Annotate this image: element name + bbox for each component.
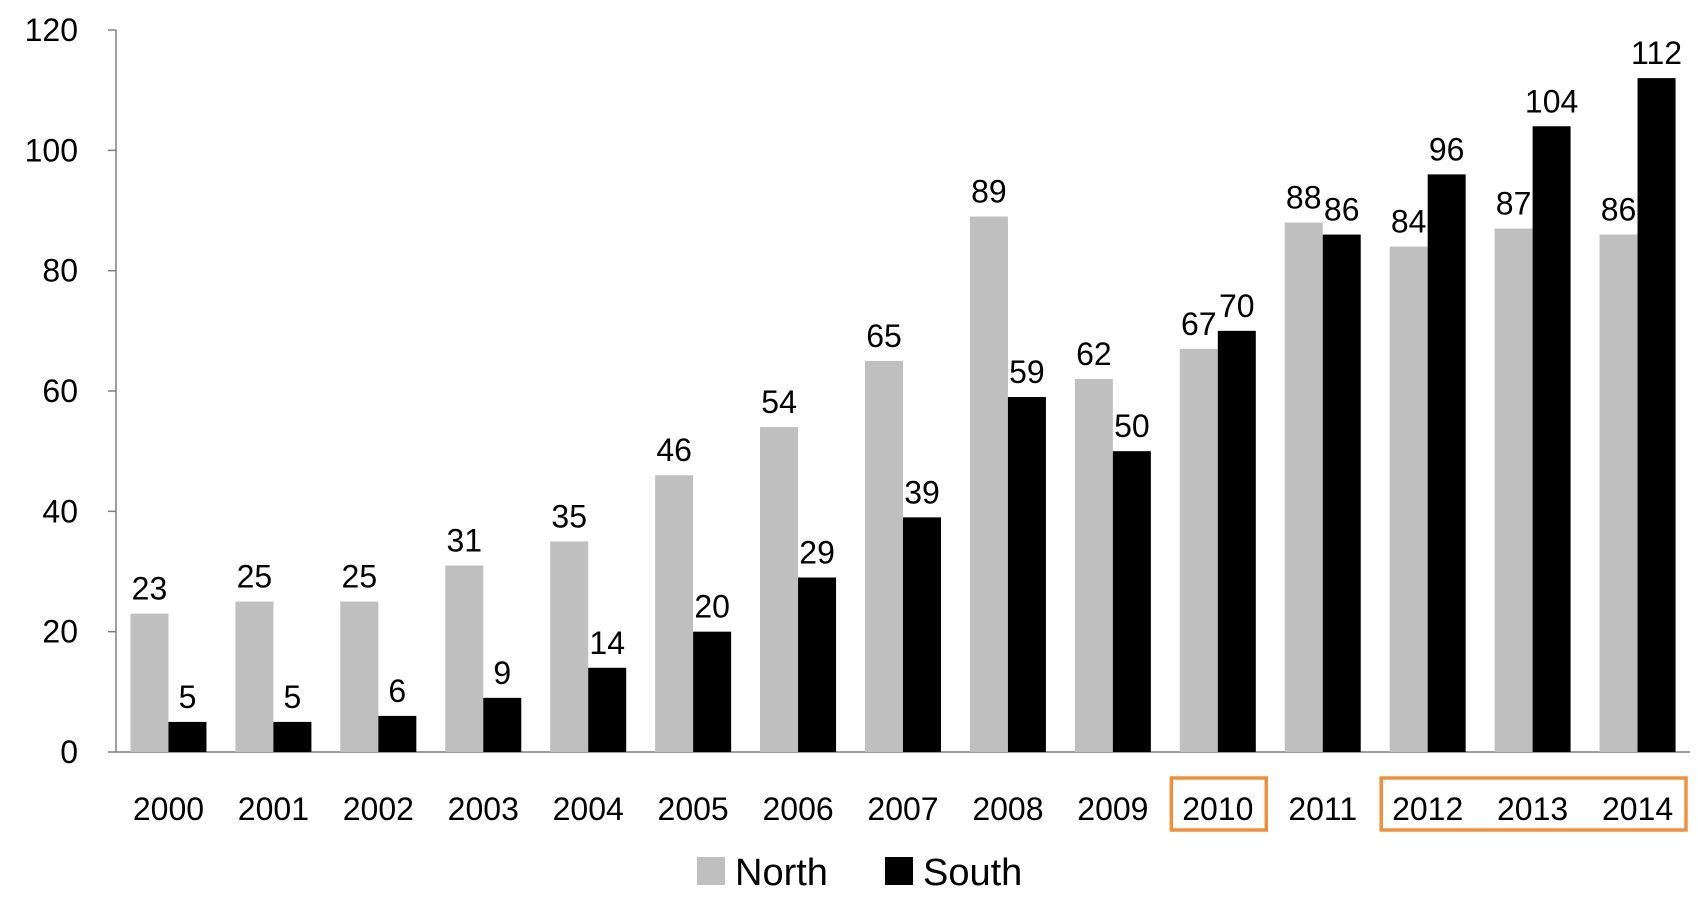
x-tick-label-2010: 2010 <box>1182 791 1253 827</box>
legend-label-north: North <box>735 852 828 894</box>
bar-north-2010 <box>1179 348 1218 752</box>
x-tick-label-2005: 2005 <box>658 791 729 827</box>
y-tick-label: 0 <box>60 734 78 770</box>
x-tick-label-2013: 2013 <box>1497 791 1568 827</box>
bar-north-2012 <box>1389 246 1428 752</box>
data-label-north-2010: 67 <box>1181 306 1217 342</box>
x-axis: 2000 2001 2002 2003 2004 2005 2006 2007 2008 2009… <box>116 751 1690 827</box>
data-label-south-2007: 39 <box>904 474 940 510</box>
data-label-south-2006: 29 <box>799 535 835 571</box>
bar-north-2009 <box>1074 378 1113 752</box>
bar-south-2010 <box>1217 330 1256 752</box>
bar-south-2005 <box>693 631 732 752</box>
bar-south-2002 <box>378 715 417 752</box>
y-tick-label: 60 <box>42 373 78 409</box>
bar-south-2013 <box>1532 126 1571 753</box>
data-label-north-2009: 62 <box>1076 336 1112 372</box>
data-label-north-2001: 25 <box>237 559 273 595</box>
data-label-north-2012: 84 <box>1391 204 1427 240</box>
x-tick-label-2000: 2000 <box>133 791 204 827</box>
bar-north-2002 <box>340 601 379 752</box>
legend-label-south: South <box>923 852 1022 894</box>
bar-south-2000 <box>168 721 207 752</box>
bar-north-2003 <box>445 565 484 752</box>
x-tick-label-2009: 2009 <box>1077 791 1148 827</box>
data-label-south-2014: 112 <box>1631 35 1682 71</box>
y-tick-label: 120 <box>25 12 78 48</box>
bar-south-2003 <box>483 697 522 752</box>
data-label-north-2007: 65 <box>866 318 902 354</box>
bar-series-group <box>130 78 1676 753</box>
data-label-south-2001: 5 <box>284 679 302 715</box>
data-label-south-2004: 14 <box>589 625 625 661</box>
data-label-south-2009: 50 <box>1114 408 1150 444</box>
bar-north-2013 <box>1494 228 1533 753</box>
bar-south-2014 <box>1637 78 1676 753</box>
x-tick-label-2001: 2001 <box>238 791 309 827</box>
x-tick-label-2007: 2007 <box>867 791 938 827</box>
y-tick-label: 80 <box>42 253 78 289</box>
y-tick-label: 20 <box>42 614 78 650</box>
data-label-north-2004: 35 <box>551 498 587 534</box>
x-tick-label-2014: 2014 <box>1602 791 1673 827</box>
legend-swatch-south <box>885 857 913 885</box>
bar-south-2007 <box>903 517 941 752</box>
data-label-south-2008: 59 <box>1009 354 1045 390</box>
bar-south-2009 <box>1112 451 1151 752</box>
bar-south-2001 <box>273 721 312 752</box>
y-axis: 0 20 40 60 80 100 120 <box>25 12 117 770</box>
data-label-south-2003: 9 <box>493 655 511 691</box>
x-tick-label-2012: 2012 <box>1392 791 1463 827</box>
legend: North South <box>697 852 1022 894</box>
data-label-south-2000: 5 <box>179 679 197 715</box>
bar-north-2007 <box>865 360 903 752</box>
data-label-north-2013: 87 <box>1496 186 1532 222</box>
x-tick-label-2006: 2006 <box>762 791 833 827</box>
data-label-north-2000: 23 <box>132 571 168 607</box>
bar-south-2012 <box>1427 174 1466 752</box>
x-tick-label-2003: 2003 <box>448 791 519 827</box>
data-label-north-2008: 89 <box>971 174 1007 210</box>
bar-north-2006 <box>760 427 799 752</box>
data-label-north-2005: 46 <box>656 432 692 468</box>
data-label-south-2013: 104 <box>1525 83 1578 119</box>
data-label-north-2014: 86 <box>1601 192 1637 228</box>
x-tick-label-2002: 2002 <box>343 791 414 827</box>
data-label-south-2005: 20 <box>694 589 730 625</box>
bar-south-2008 <box>1007 397 1046 752</box>
bar-north-2004 <box>550 541 589 752</box>
data-label-north-2006: 54 <box>761 384 797 420</box>
bar-south-2011 <box>1322 234 1361 753</box>
legend-swatch-north <box>697 857 725 885</box>
data-label-north-2003: 31 <box>446 522 482 558</box>
highlight-group <box>1169 776 1688 832</box>
data-label-north-2011: 88 <box>1286 180 1322 216</box>
bar-north-2008 <box>969 216 1008 752</box>
x-tick-label-2008: 2008 <box>972 791 1043 827</box>
data-label-south-2010: 70 <box>1219 288 1255 324</box>
bar-south-2004 <box>588 667 627 752</box>
bar-south-2006 <box>798 577 837 752</box>
highlight-box-1 <box>1379 776 1688 832</box>
y-tick-label: 100 <box>25 132 78 168</box>
bar-north-2005 <box>655 475 694 752</box>
data-label-south-2012: 96 <box>1429 131 1465 167</box>
y-tick-label: 40 <box>42 493 78 529</box>
data-label-south-2011: 86 <box>1324 192 1360 228</box>
bar-north-2001 <box>235 601 274 752</box>
bar-north-2011 <box>1284 222 1323 753</box>
data-label-north-2002: 25 <box>342 559 378 595</box>
highlight-box-0 <box>1169 776 1269 832</box>
x-tick-label-2011: 2011 <box>1288 791 1357 827</box>
bar-north-2014 <box>1599 234 1638 753</box>
x-tick-label-2004: 2004 <box>553 791 624 827</box>
bar-north-2000 <box>130 613 169 752</box>
data-label-south-2002: 6 <box>388 673 406 709</box>
